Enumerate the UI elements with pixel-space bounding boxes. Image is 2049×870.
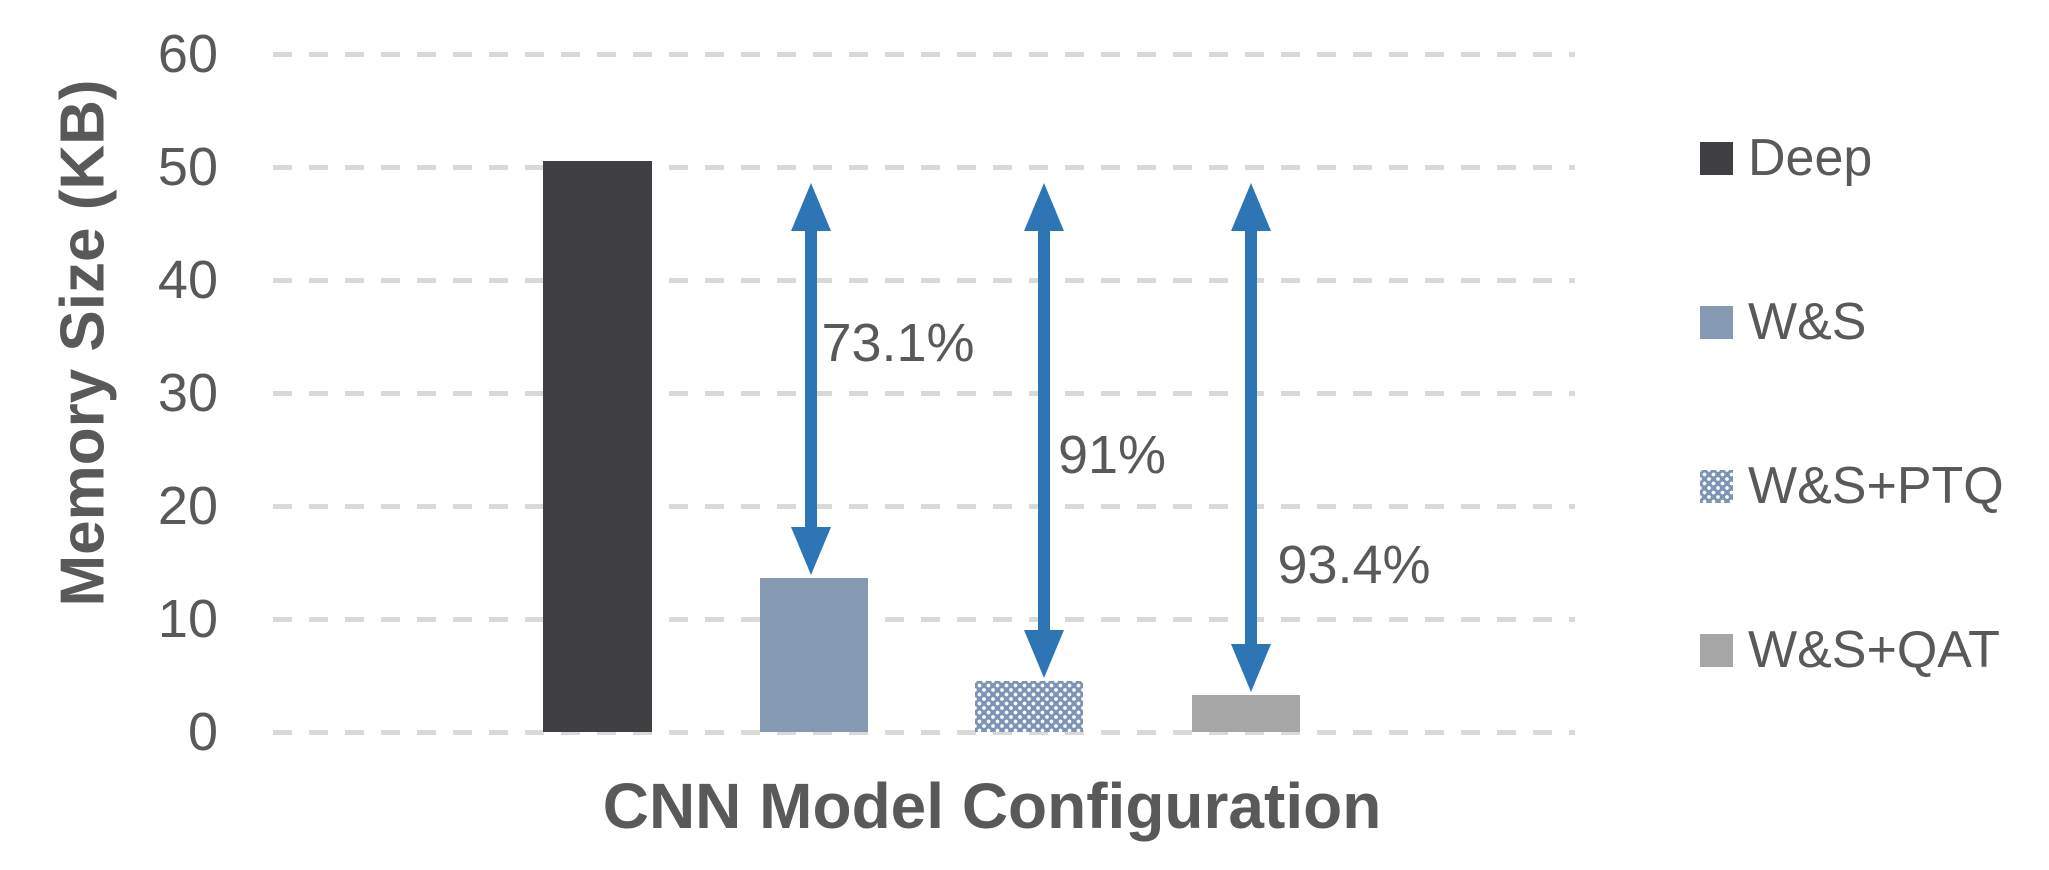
legend-item-w-s: W&S (1700, 290, 1866, 354)
bar-w-s-qat (1192, 695, 1300, 732)
y-tick-label-0: 0 (187, 702, 218, 762)
legend-swatch-deep (1700, 141, 1733, 175)
legend-label-deep: Deep (1748, 129, 1873, 187)
arrow-shaft (1038, 223, 1050, 639)
arrow-shaft (805, 223, 817, 536)
legend-item-deep: Deep (1700, 126, 1872, 190)
legend-label-w-s-qat: W&S+QAT (1748, 621, 2000, 679)
legend-label-w-s: W&S (1748, 293, 1867, 351)
reduction-percent-label: 93.4% (1277, 535, 1431, 595)
gridline-0 (273, 730, 1575, 735)
reduction-arrow-w-s-ptq (1024, 183, 1064, 679)
reduction-percent-label: 73.1% (821, 313, 975, 373)
bar-w-s (760, 578, 868, 732)
gridline-30 (273, 391, 1575, 396)
legend-swatch-w-s-ptq (1700, 469, 1733, 503)
legend-label-w-s-ptq: W&S+PTQ (1748, 457, 2004, 515)
legend-item-w-s-qat: W&S+QAT (1700, 618, 2000, 682)
gridline-10 (273, 617, 1575, 622)
legend-swatch-w-s-qat (1700, 633, 1733, 667)
y-tick-label-40: 40 (157, 250, 218, 310)
gridline-50 (273, 165, 1575, 170)
y-tick-label-50: 50 (157, 137, 218, 197)
gridline-60 (273, 52, 1575, 57)
y-tick-label-30: 30 (157, 363, 218, 423)
gridline-20 (273, 504, 1575, 509)
arrow-down-head-icon (1231, 643, 1271, 692)
bar-w-s-ptq (975, 681, 1083, 732)
y-tick-label-60: 60 (157, 24, 218, 84)
reduction-arrow-w-s (791, 183, 831, 576)
reduction-percent-label: 91% (1057, 425, 1167, 485)
gridline-40 (273, 278, 1575, 283)
arrow-down-head-icon (1024, 630, 1064, 679)
arrow-shaft (1245, 223, 1257, 652)
y-tick-label-10: 10 (157, 589, 218, 649)
arrow-down-head-icon (791, 527, 831, 576)
reduction-arrow-w-s-qat (1231, 183, 1271, 692)
legend-item-w-s-ptq: W&S+PTQ (1700, 454, 2004, 518)
x-axis-title: CNN Model Configuration (602, 770, 1382, 842)
y-tick-label-20: 20 (157, 476, 218, 536)
legend-swatch-w-s (1700, 305, 1733, 339)
bar-deep (543, 161, 652, 732)
